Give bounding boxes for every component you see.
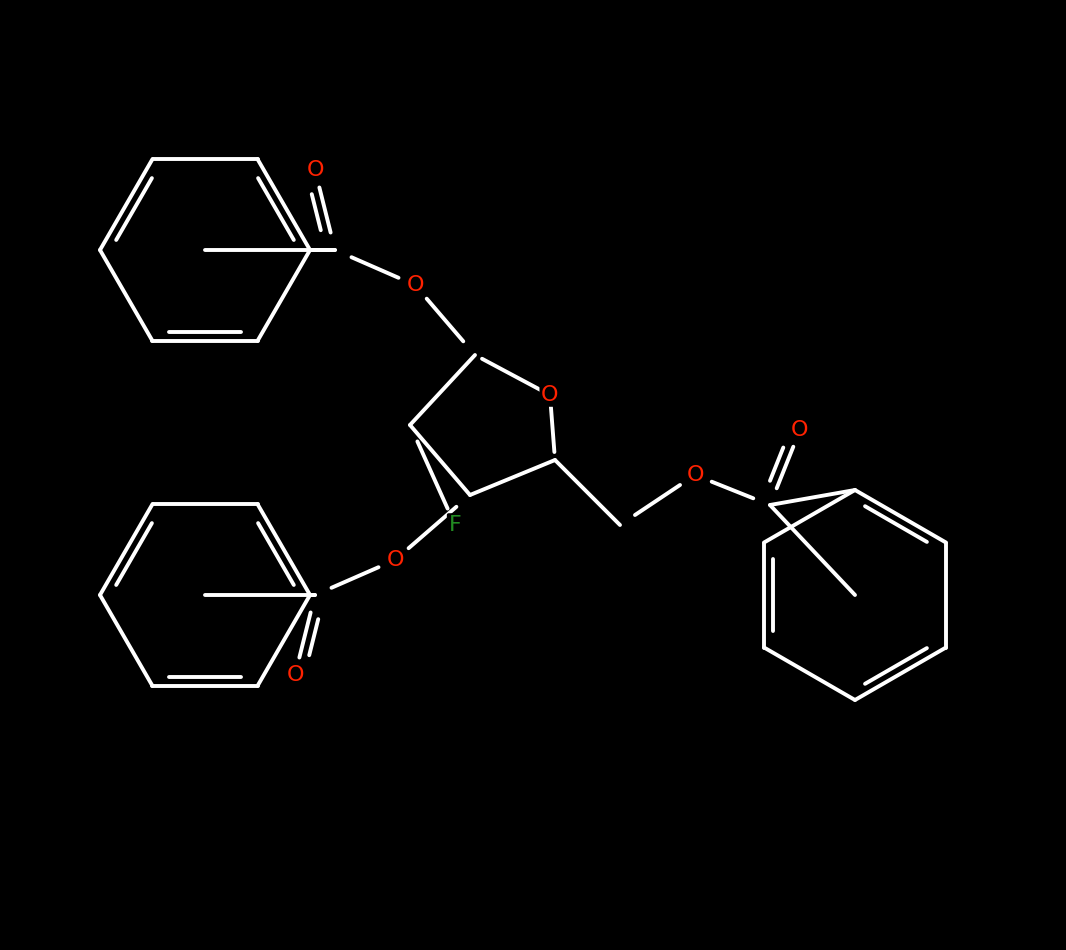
Text: O: O	[287, 665, 304, 685]
Text: O: O	[542, 385, 559, 405]
Text: O: O	[791, 420, 809, 440]
Text: O: O	[687, 465, 704, 485]
Text: F: F	[449, 515, 462, 535]
Text: O: O	[306, 160, 324, 180]
Text: O: O	[386, 550, 404, 570]
Text: O: O	[406, 275, 424, 295]
